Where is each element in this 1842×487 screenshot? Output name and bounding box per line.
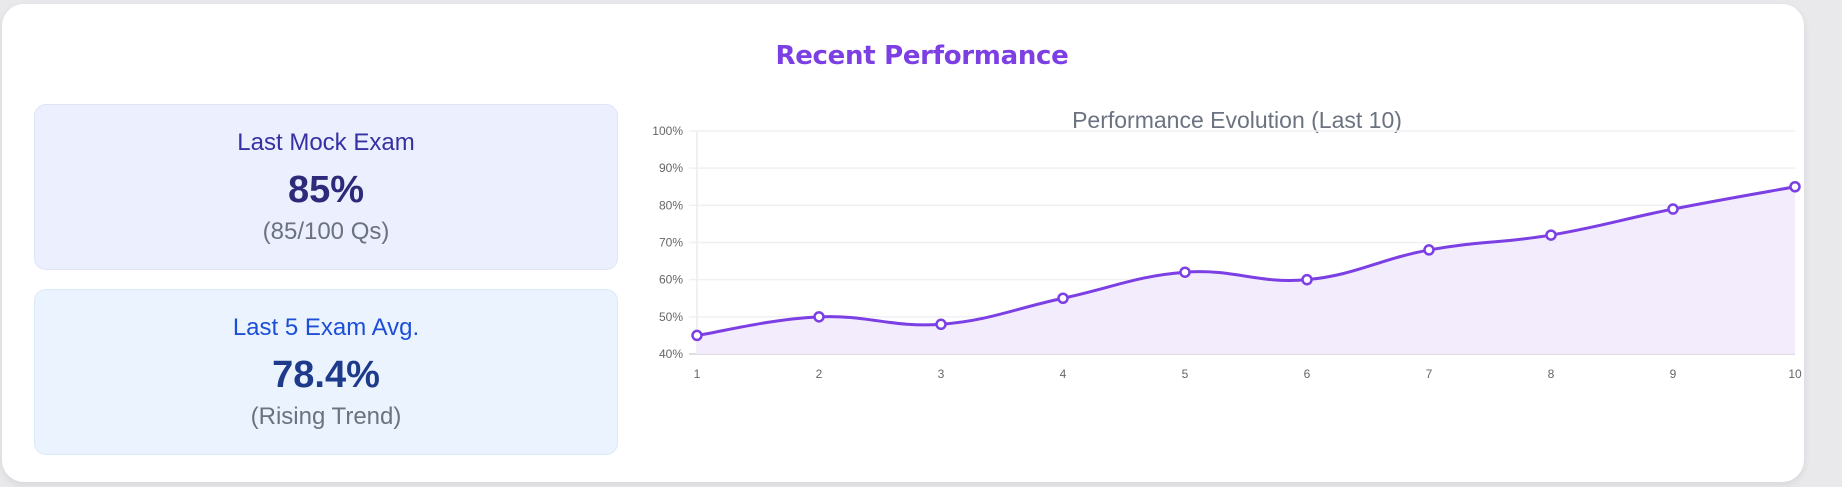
y-tick-label: 60% (659, 273, 683, 287)
x-tick-label: 4 (1060, 367, 1067, 381)
data-point[interactable] (813, 311, 825, 323)
stat-subtext: (Rising Trend) (250, 403, 402, 430)
data-point[interactable] (1179, 266, 1191, 278)
x-tick-label: 6 (1304, 367, 1311, 381)
stat-label: Last 5 Exam Avg. (232, 314, 420, 341)
y-tick-label: 90% (659, 161, 683, 175)
data-point[interactable] (1545, 229, 1557, 241)
last-5-exam-avg-card: Last 5 Exam Avg. 78.4% (Rising Trend) (34, 289, 618, 455)
performance-chart: Performance Evolution (Last 10) 40% 50% 60… (632, 99, 1842, 459)
stat-value: 85% (287, 169, 365, 211)
data-point[interactable] (1301, 273, 1313, 286)
score-line (696, 185, 1796, 337)
x-tick-label: 3 (938, 367, 945, 381)
x-tick-label: 8 (1548, 367, 1555, 381)
y-tick-label: 80% (659, 198, 683, 212)
data-point[interactable] (691, 329, 703, 342)
chart-title: Performance Evolution (Last 10) (1072, 107, 1402, 133)
data-point[interactable] (1423, 244, 1435, 256)
y-tick-label: 50% (659, 310, 683, 324)
stat-label: Last Mock Exam (237, 129, 415, 156)
y-tick-label: 40% (659, 347, 683, 361)
data-point[interactable] (1057, 292, 1069, 304)
x-tick-label: 1 (694, 367, 701, 381)
data-point[interactable] (1667, 203, 1679, 215)
stat-value: 78.4% (272, 354, 380, 396)
data-point[interactable] (935, 318, 947, 331)
area-fill (697, 186, 1795, 354)
y-tick-label: 70% (659, 236, 683, 250)
recent-performance-panel: Recent Performance Last Mock Exam 85% (8… (2, 4, 1804, 482)
panel-title: Recent Performance (775, 41, 1069, 71)
x-tick-label: 5 (1182, 367, 1189, 381)
x-tick-label: 10 (1788, 367, 1802, 381)
x-tick-label: 7 (1426, 367, 1433, 381)
x-tick-label: 9 (1670, 367, 1677, 381)
last-mock-exam-card: Last Mock Exam 85% (85/100 Qs) (34, 104, 618, 270)
y-tick-label: 100% (652, 124, 683, 138)
line-chart-canvas[interactable]: 40% 50% 60% 70% 80% 90% 100% 1 2 3 4 5 6 7 8 9 10 (632, 99, 1842, 459)
data-point[interactable] (1789, 181, 1801, 193)
x-tick-label: 2 (816, 367, 823, 381)
stat-subtext: (85/100 Qs) (262, 218, 390, 245)
